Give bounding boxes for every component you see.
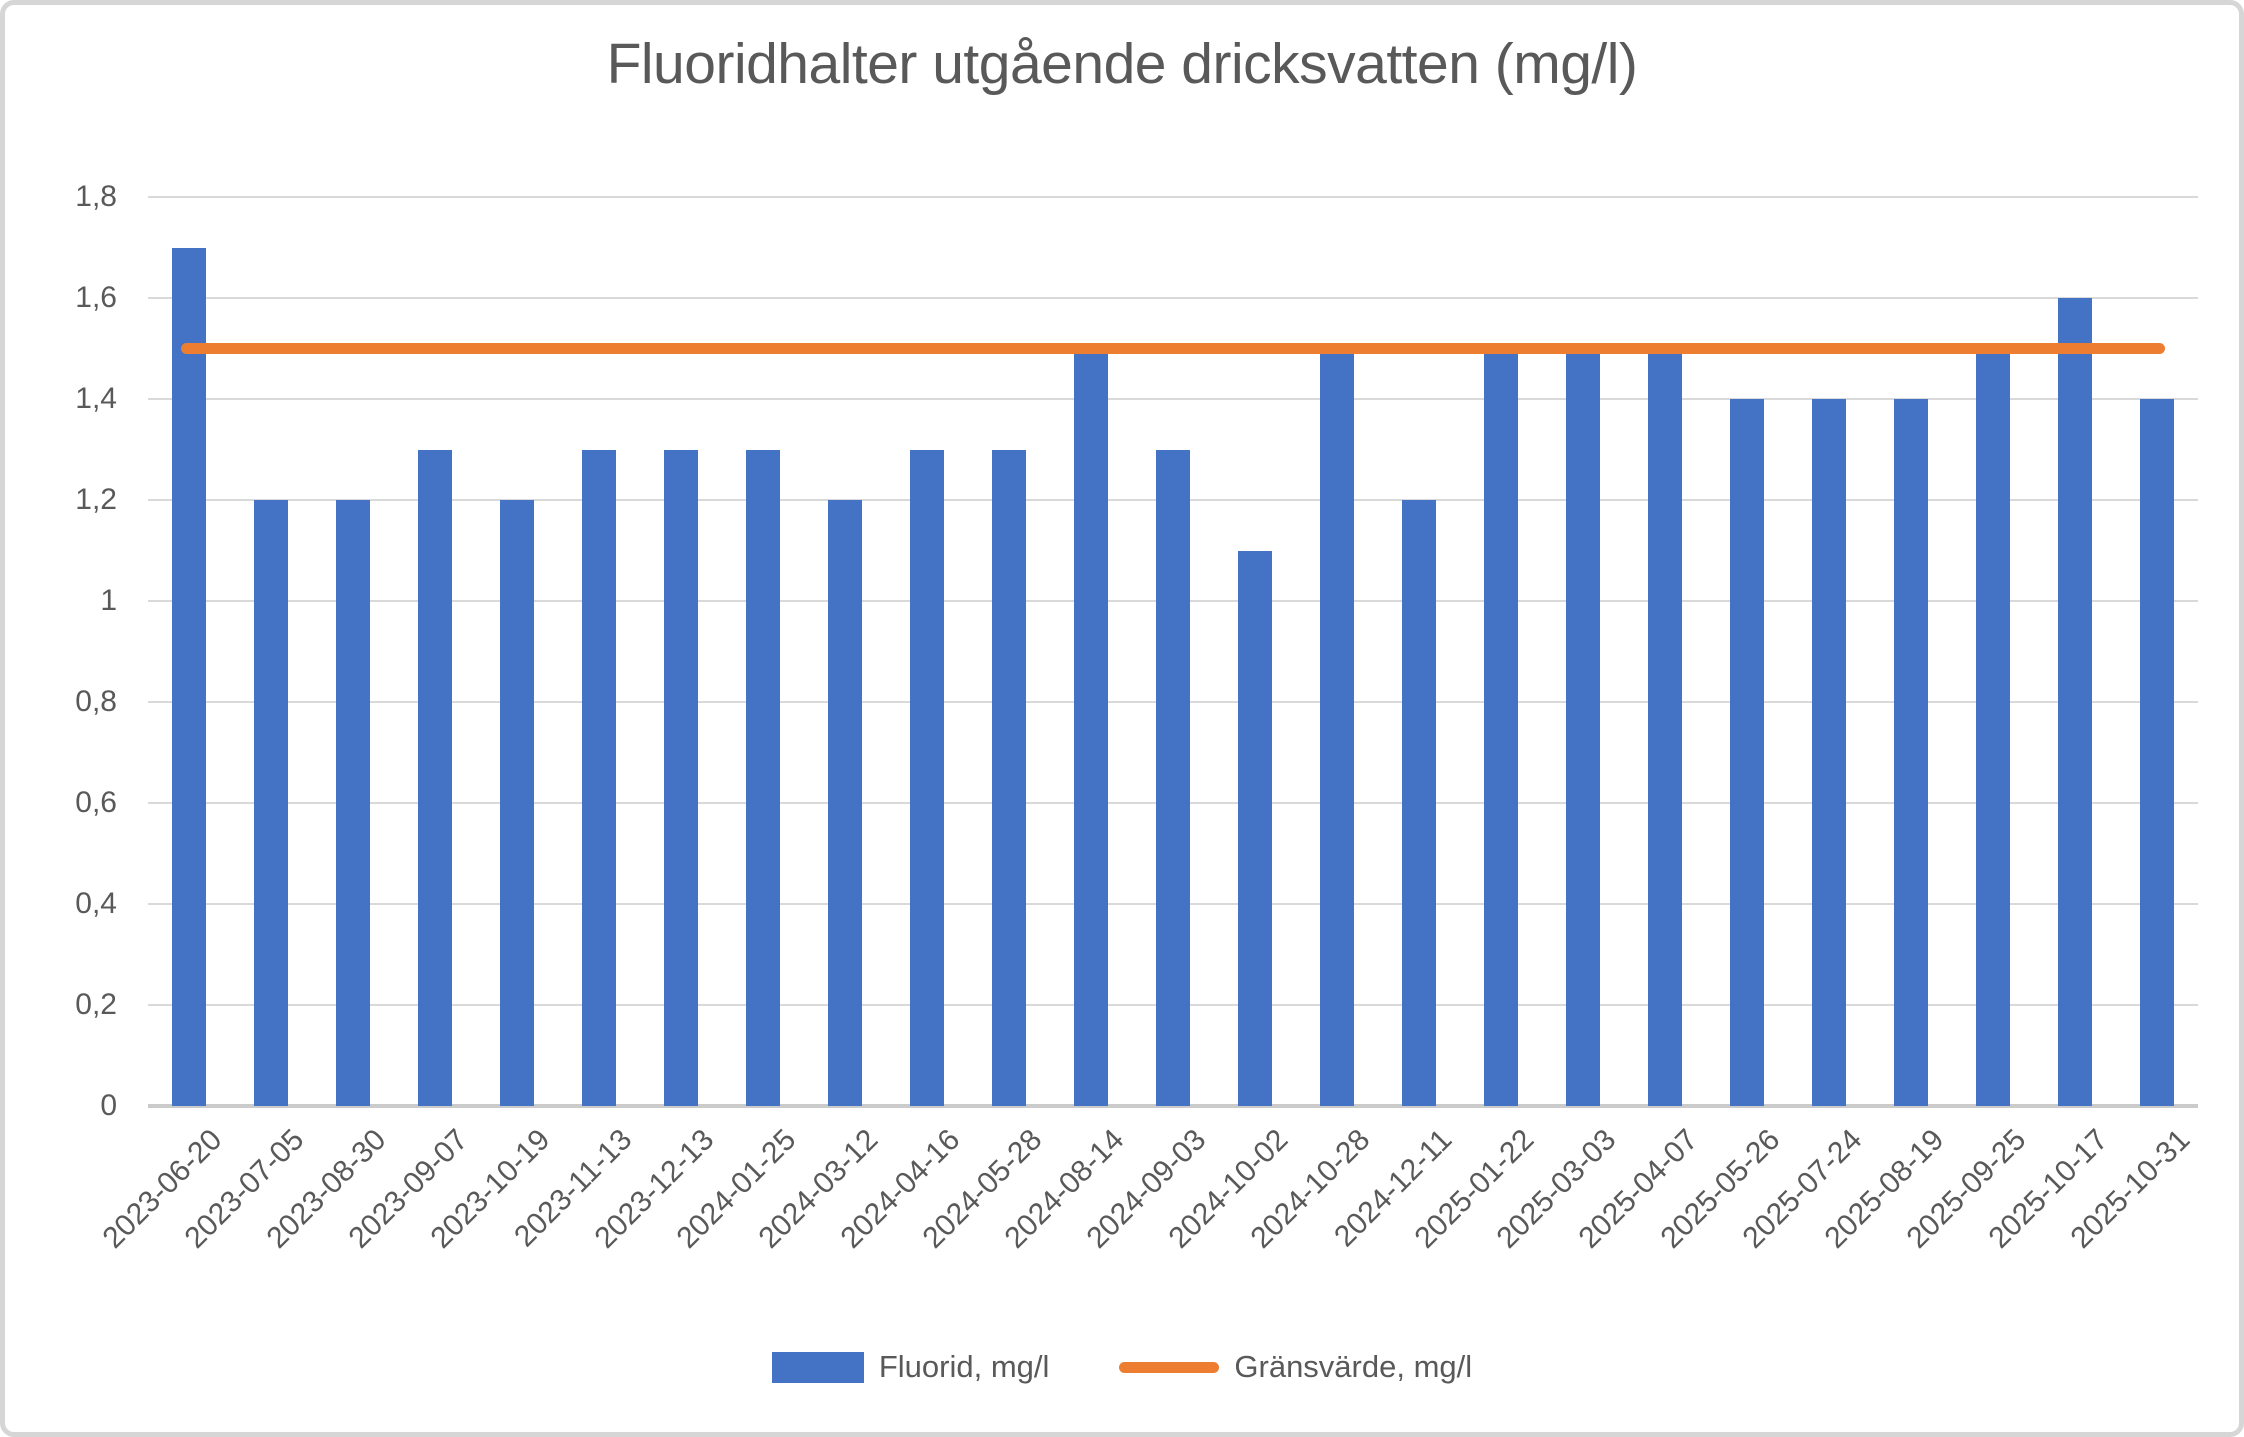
legend-label: Fluorid, mg/l bbox=[878, 1349, 1050, 1384]
legend-bar-swatch-icon bbox=[771, 1351, 864, 1383]
bar-2025-01-22 bbox=[1484, 353, 1518, 1106]
bar-2023-09-07 bbox=[418, 449, 452, 1106]
y-axis-tick-label: 1,4 bbox=[75, 382, 117, 415]
y-axis: 1,8 1,6 1,4 1,2 1 0,8 0,6 0,4 0,2 0 bbox=[5, 182, 131, 1121]
bar-2025-04-07 bbox=[1648, 353, 1682, 1106]
y-axis-tick-label: 0,6 bbox=[75, 786, 117, 819]
bar-2025-10-31 bbox=[2140, 399, 2174, 1106]
x-axis-line bbox=[148, 1104, 2198, 1108]
y-axis-tick-label: 0,2 bbox=[75, 988, 117, 1021]
bar-2024-05-28 bbox=[992, 449, 1026, 1106]
legend-line-swatch-icon bbox=[1119, 1361, 1220, 1373]
gridline bbox=[148, 297, 2198, 299]
x-axis-labels: 2023-06-20 2023-07-05 2023-08-30 2023-09-07… bbox=[96, 1119, 2198, 1329]
legend-item: Fluorid, mg/l bbox=[771, 1349, 1050, 1385]
bar-2023-06-20 bbox=[172, 247, 206, 1106]
legend-label: Gränsvärde, mg/l bbox=[1234, 1349, 1473, 1384]
plot-area bbox=[148, 196, 2198, 1108]
bar-2023-12-13 bbox=[664, 449, 698, 1106]
chart-title: Fluoridhalter utgående dricksvatten (mg/… bbox=[606, 32, 1638, 96]
y-axis-tick-label: 1,8 bbox=[75, 180, 117, 213]
y-axis-tick-label: 1 bbox=[100, 584, 117, 617]
bar-2025-08-19 bbox=[1894, 399, 1928, 1106]
bar-2025-07-24 bbox=[1812, 399, 1846, 1106]
gridline bbox=[148, 196, 2198, 198]
y-axis-tick-label: 0,4 bbox=[75, 887, 117, 920]
bar-2025-09-25 bbox=[1976, 353, 2010, 1106]
bar-2024-04-16 bbox=[910, 449, 944, 1106]
legend: Fluorid, mg/l Gränsvärde, mg/l bbox=[5, 1349, 2239, 1385]
bar-2023-08-30 bbox=[336, 500, 370, 1106]
limit-line bbox=[181, 343, 2165, 354]
bar-2025-05-26 bbox=[1730, 399, 1764, 1106]
y-axis-tick-label: 1,2 bbox=[75, 483, 117, 516]
y-axis-tick-label: 1,6 bbox=[75, 281, 117, 314]
bar-2023-11-13 bbox=[582, 449, 616, 1106]
y-axis-tick-label: 0,8 bbox=[75, 685, 117, 718]
bar-2023-07-05 bbox=[254, 500, 288, 1106]
bar-2024-10-02 bbox=[1238, 550, 1272, 1106]
bar-2024-10-28 bbox=[1320, 353, 1354, 1106]
bar-2024-09-03 bbox=[1156, 449, 1190, 1106]
bar-2024-08-14 bbox=[1074, 353, 1108, 1106]
bar-2023-10-19 bbox=[500, 500, 534, 1106]
bar-2025-10-17 bbox=[2058, 298, 2092, 1106]
bar-2025-03-03 bbox=[1566, 353, 1600, 1106]
bar-2024-01-25 bbox=[746, 449, 780, 1106]
gridline bbox=[148, 398, 2198, 400]
bar-2024-03-12 bbox=[828, 500, 862, 1106]
legend-item: Gränsvärde, mg/l bbox=[1119, 1349, 1472, 1385]
bar-2024-12-11 bbox=[1402, 500, 1436, 1106]
y-axis-tick-label: 0 bbox=[100, 1089, 117, 1122]
